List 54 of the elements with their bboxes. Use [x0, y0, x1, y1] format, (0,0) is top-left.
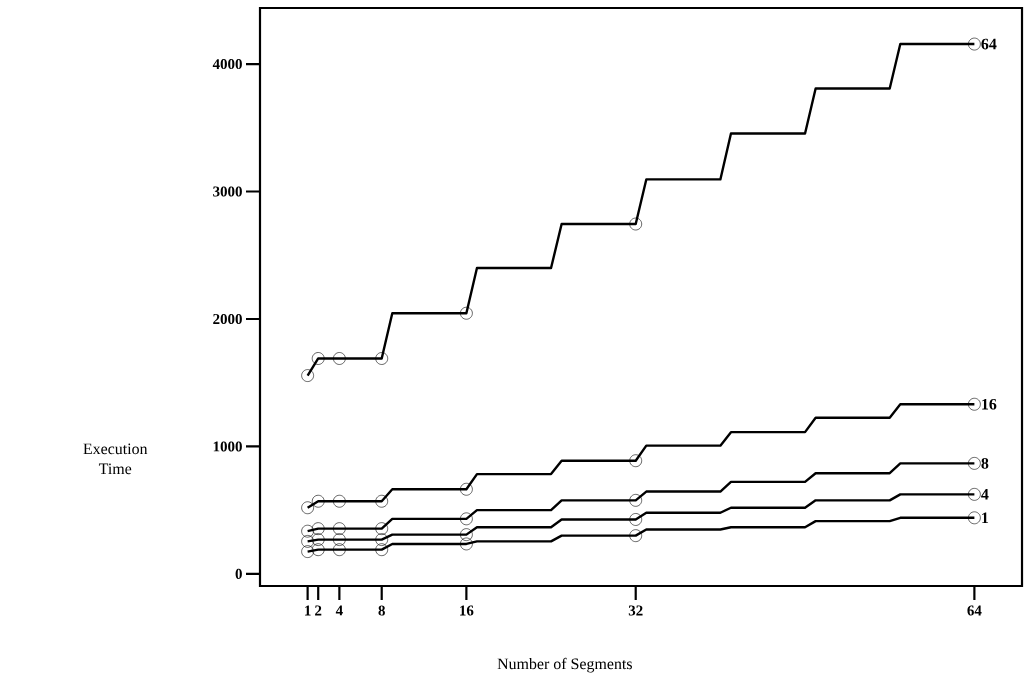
series-label: 8	[981, 458, 989, 469]
x-tick-label: 32	[628, 605, 643, 616]
point	[301, 545, 314, 558]
point	[629, 529, 643, 542]
x-tick-label: 16	[460, 605, 474, 616]
series-label: 16	[982, 398, 997, 410]
point	[311, 352, 325, 365]
point	[333, 533, 346, 546]
point	[968, 457, 981, 470]
point	[460, 512, 473, 526]
point	[460, 537, 473, 551]
point	[968, 488, 981, 501]
point	[629, 513, 643, 526]
point	[333, 543, 346, 556]
x-tick-label: 4	[335, 605, 343, 616]
y-tick-label: 0	[235, 568, 242, 579]
point	[301, 369, 314, 382]
point	[460, 528, 473, 541]
point	[968, 511, 981, 525]
point	[375, 522, 389, 535]
x-tick-label: 2	[315, 605, 322, 616]
point	[333, 494, 346, 508]
point	[375, 543, 389, 556]
series-label: 64	[981, 38, 997, 50]
point	[375, 533, 389, 546]
point	[301, 535, 314, 548]
x-tick-label: 8	[378, 605, 385, 616]
point	[375, 352, 389, 365]
point	[968, 397, 981, 411]
point	[629, 217, 643, 231]
point	[311, 533, 325, 546]
point	[311, 494, 325, 508]
point	[968, 37, 981, 51]
y-axis-title: Execution Time	[83, 443, 148, 475]
y-tick-label: 3000	[213, 186, 242, 197]
point	[460, 306, 473, 320]
point	[301, 524, 314, 538]
point	[311, 543, 325, 556]
series-label: 4	[981, 489, 989, 500]
x-axis-title: Number of Segments	[497, 657, 632, 673]
point	[375, 494, 389, 508]
point	[333, 352, 346, 365]
series-label: 1	[982, 512, 989, 524]
point	[629, 454, 643, 468]
y-tick-label: 2000	[213, 313, 242, 325]
x-tick-label: 64	[967, 605, 982, 616]
point	[629, 494, 643, 507]
point	[460, 482, 473, 496]
y-tick-label: 4000	[212, 59, 242, 70]
point	[311, 522, 325, 535]
point	[333, 522, 346, 535]
y-tick-label: 1000	[213, 441, 242, 452]
x-tick-label: 1	[305, 605, 311, 616]
point	[301, 501, 314, 515]
